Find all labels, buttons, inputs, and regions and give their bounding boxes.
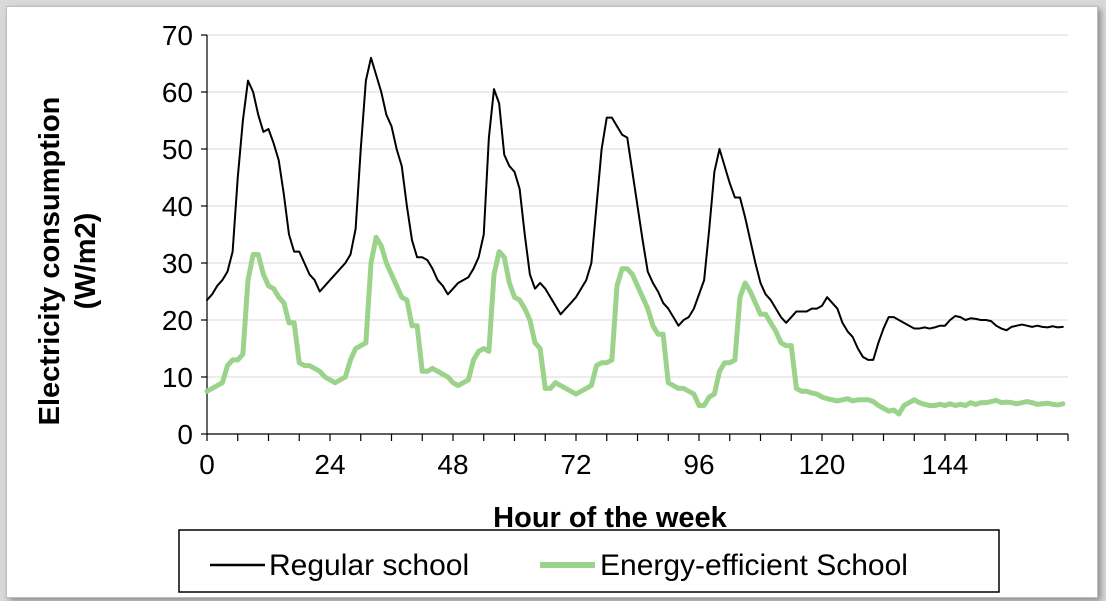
x-tick-label: 144 [922,449,969,480]
chart-frame: 0 10 20 30 40 50 60 70 0 24 48 72 96 120 144 Electrici… [6,6,1098,598]
legend-label-regular-school: Regular school [269,549,469,582]
series-layer [204,56,1066,417]
x-tick-label: 0 [199,449,215,480]
x-tick-label: 72 [560,449,591,480]
gridlines [207,34,1068,378]
y-tick-label: 70 [162,20,193,51]
tick-labels: 0 10 20 30 40 50 60 70 0 24 48 72 96 120 144 [162,20,969,480]
y-axis-title-line2: (W/m2) [70,213,102,310]
y-tick-label: 50 [162,134,193,165]
line-chart: 0 10 20 30 40 50 60 70 0 24 48 72 96 120 144 Electrici… [34,20,1069,593]
axes [201,34,1069,441]
series-line-energy-efficient-school [204,234,1066,417]
y-axis-title-line1: Electricity consumption [34,97,66,426]
legend: Regular school Energy-efficient School [178,529,1000,593]
series-line-regular-school [206,56,1064,361]
y-tick-label: 0 [177,419,193,450]
y-tick-label: 40 [162,191,193,222]
x-tick-label: 96 [683,449,714,480]
x-tick-label: 48 [437,449,468,480]
y-tick-label: 60 [162,77,193,108]
legend-box [178,529,1000,593]
y-tick-label: 10 [162,362,193,393]
y-tick-label: 20 [162,305,193,336]
y-tick-label: 30 [162,248,193,279]
legend-label-energy-efficient-school: Energy-efficient School [600,549,908,582]
x-tick-label: 120 [799,449,846,480]
x-axis-title: Hour of the week [493,502,728,534]
x-tick-label: 24 [314,449,345,480]
